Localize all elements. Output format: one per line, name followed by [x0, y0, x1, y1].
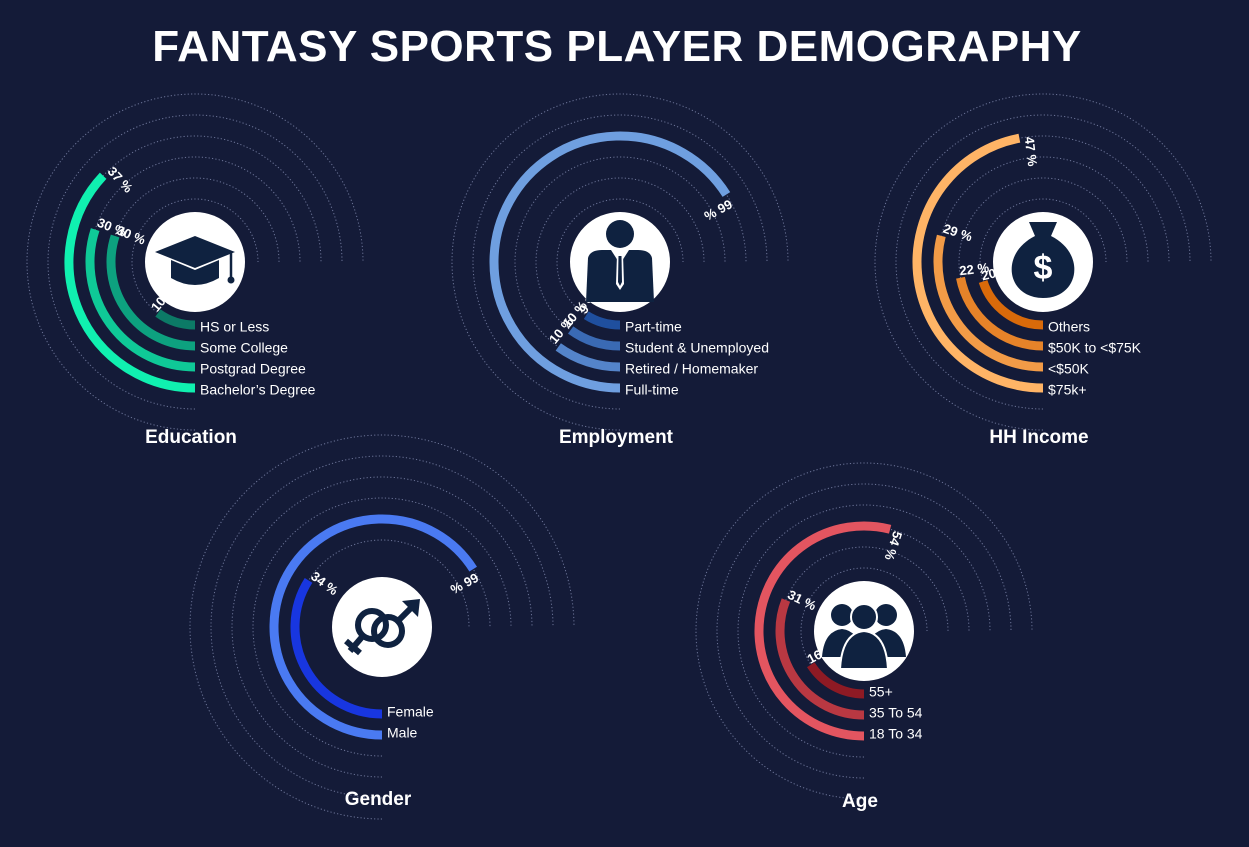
category-label: Postgrad Degree — [200, 361, 306, 377]
guide-arc — [958, 177, 1128, 347]
category-label: Male — [387, 725, 418, 741]
guide-arc — [556, 198, 684, 326]
guide-arc — [131, 198, 259, 326]
chart-title: Employment — [559, 427, 674, 448]
guide-arc — [535, 177, 705, 347]
chart-title: Gender — [345, 789, 412, 810]
people-group-icon — [822, 603, 906, 670]
category-label: Student & Unemployed — [625, 340, 769, 356]
bar-arc — [912, 133, 1044, 393]
category-label: Female — [387, 704, 434, 720]
bar-arc — [807, 662, 865, 699]
guide-arc — [451, 93, 789, 431]
bar-arc — [269, 514, 477, 740]
guide-arc — [189, 434, 575, 820]
guide-arc — [110, 177, 280, 347]
chart-title: Age — [842, 791, 878, 812]
guide-arc — [695, 462, 1033, 800]
chart-title: HH Income — [989, 427, 1088, 448]
category-label: 55+ — [869, 684, 893, 700]
graduation-cap-icon — [155, 236, 235, 285]
bar-arc — [978, 279, 1044, 330]
svg-text:$: $ — [1034, 249, 1053, 287]
category-label: 18 To 34 — [869, 726, 923, 742]
bar-arc — [155, 309, 196, 330]
bar-arc — [85, 228, 196, 372]
guide-arc — [210, 455, 554, 799]
category-label: <$50K — [1048, 361, 1090, 377]
value-label: 34 % — [308, 569, 341, 599]
bar-arc — [775, 598, 865, 720]
bar-arc — [933, 234, 1044, 372]
category-label: $50K to <$75K — [1048, 340, 1142, 356]
chart-title: Education — [145, 427, 237, 448]
category-label: Part-time — [625, 319, 682, 335]
icon-disc — [332, 577, 432, 677]
bar-arc — [583, 311, 621, 330]
category-label: Retired / Homemaker — [625, 361, 758, 377]
value-label: 31 % — [785, 587, 819, 614]
bar-arc — [489, 131, 731, 393]
bar-arc — [754, 521, 892, 741]
bar-arc — [64, 172, 196, 393]
page-title: FANTASY SPORTS PLAYER DEMOGRAPHY — [152, 22, 1082, 71]
value-label: 54 % — [881, 529, 905, 562]
money-bag-icon: $ — [1011, 222, 1075, 298]
guide-arc — [779, 546, 949, 716]
bar-arc — [956, 276, 1044, 351]
value-label: 66 % — [701, 196, 735, 223]
guide-arc — [294, 539, 470, 715]
bar-arc — [106, 234, 196, 351]
value-label: 66 % — [447, 570, 481, 597]
chart-gender: 34 % Female 66 % Male Gender — [189, 434, 575, 820]
guide-arc — [874, 93, 1212, 431]
category-label: Others — [1048, 319, 1090, 335]
value-label: 47 % — [1022, 136, 1040, 168]
category-label: Full-time — [625, 382, 679, 398]
guide-arc — [737, 504, 991, 758]
category-label: $75k+ — [1048, 382, 1087, 398]
bar-arc — [567, 326, 621, 351]
category-label: Bachelor’s Degree — [200, 382, 316, 398]
gender-icon — [344, 599, 420, 656]
category-label: Some College — [200, 340, 288, 356]
businessman-icon — [586, 220, 654, 302]
bar-arc — [290, 577, 383, 719]
guide-arc — [26, 93, 364, 431]
value-label: 29 % — [941, 221, 974, 245]
value-label: 37 % — [105, 164, 136, 196]
category-label: HS or Less — [200, 319, 269, 335]
category-label: 35 To 54 — [869, 705, 923, 721]
value-label: 22 % — [959, 260, 991, 278]
guide-arc — [231, 476, 533, 778]
bar-arc — [555, 343, 621, 372]
